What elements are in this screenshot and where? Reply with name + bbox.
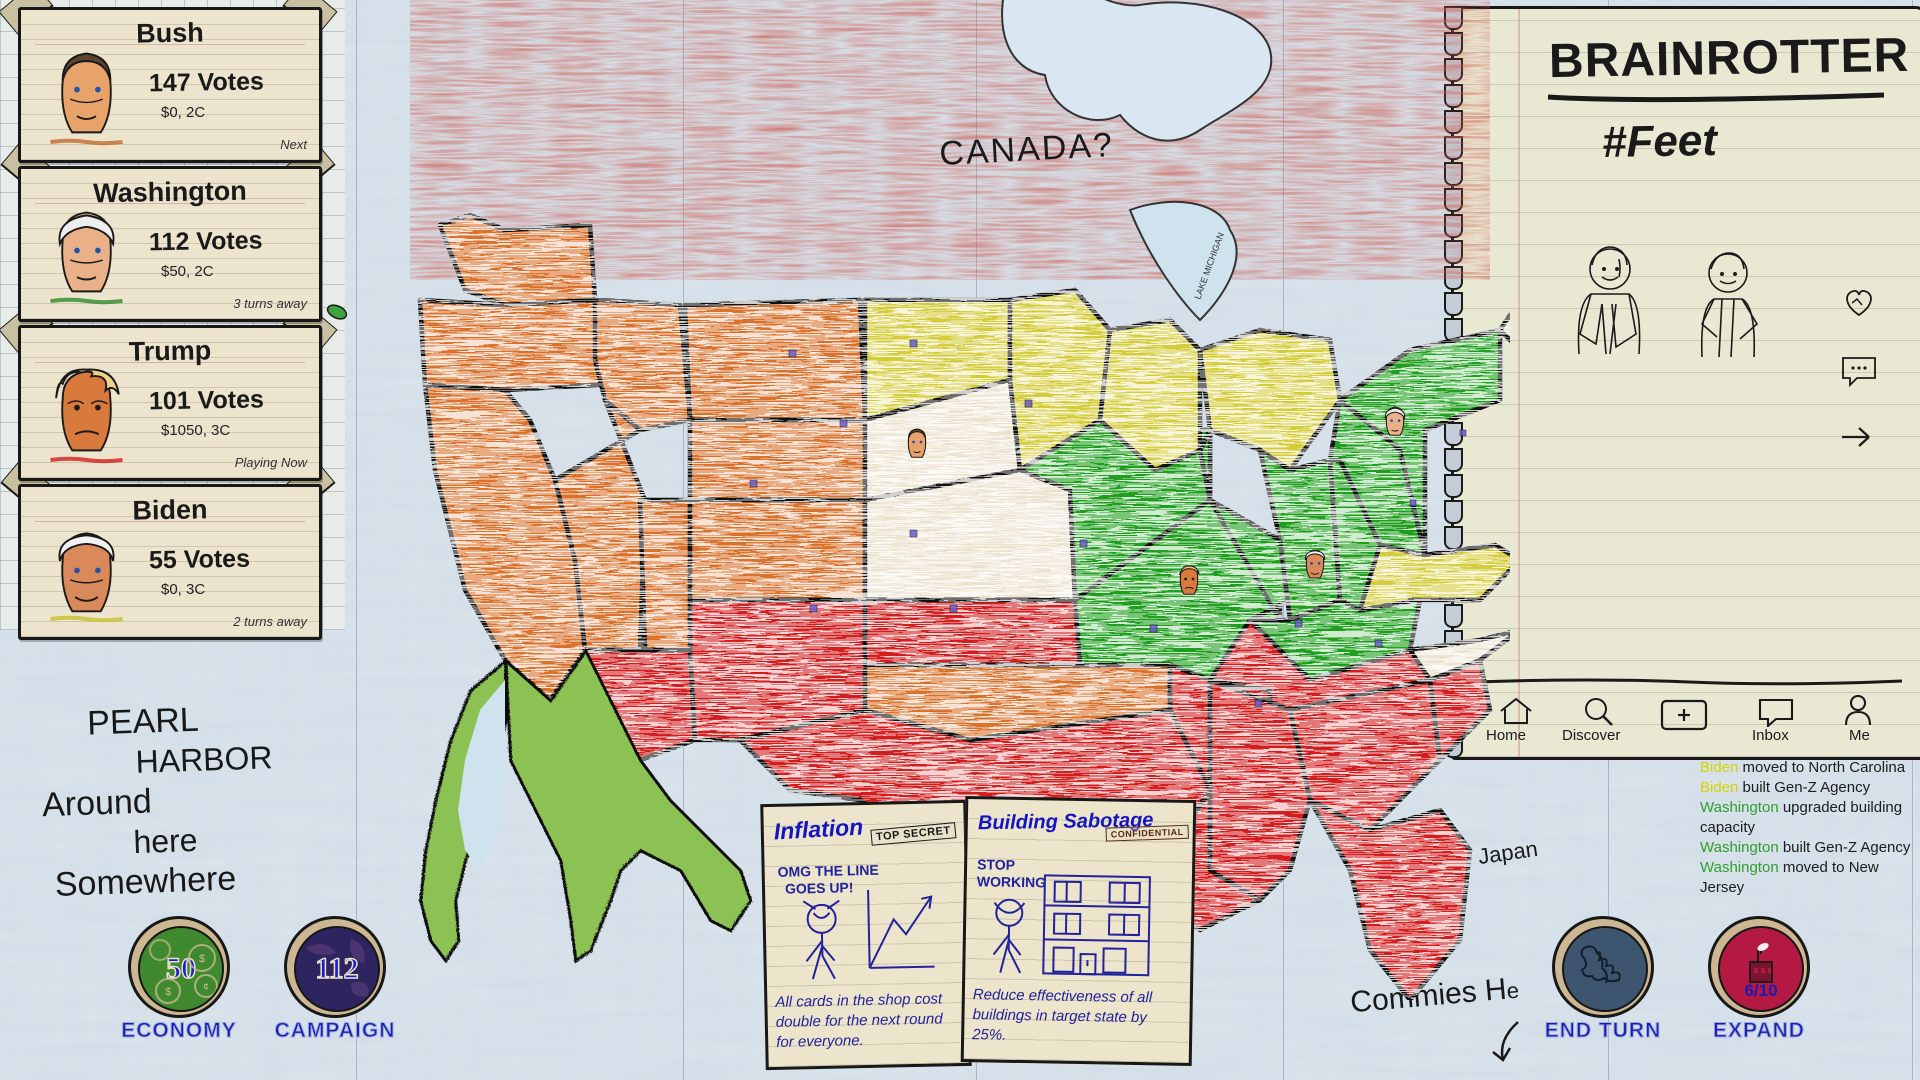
svg-text:$: $ xyxy=(165,986,171,998)
svg-text:GOES UP!: GOES UP! xyxy=(785,879,854,896)
svg-text:STOP: STOP xyxy=(977,856,1015,873)
svg-text:WORKING: WORKING xyxy=(977,873,1047,890)
svg-text:6/10: 6/10 xyxy=(1744,981,1777,1000)
svg-text:¢: ¢ xyxy=(203,982,209,993)
svg-text:OMG THE LINE: OMG THE LINE xyxy=(777,862,878,880)
svg-text:$: $ xyxy=(199,953,205,965)
